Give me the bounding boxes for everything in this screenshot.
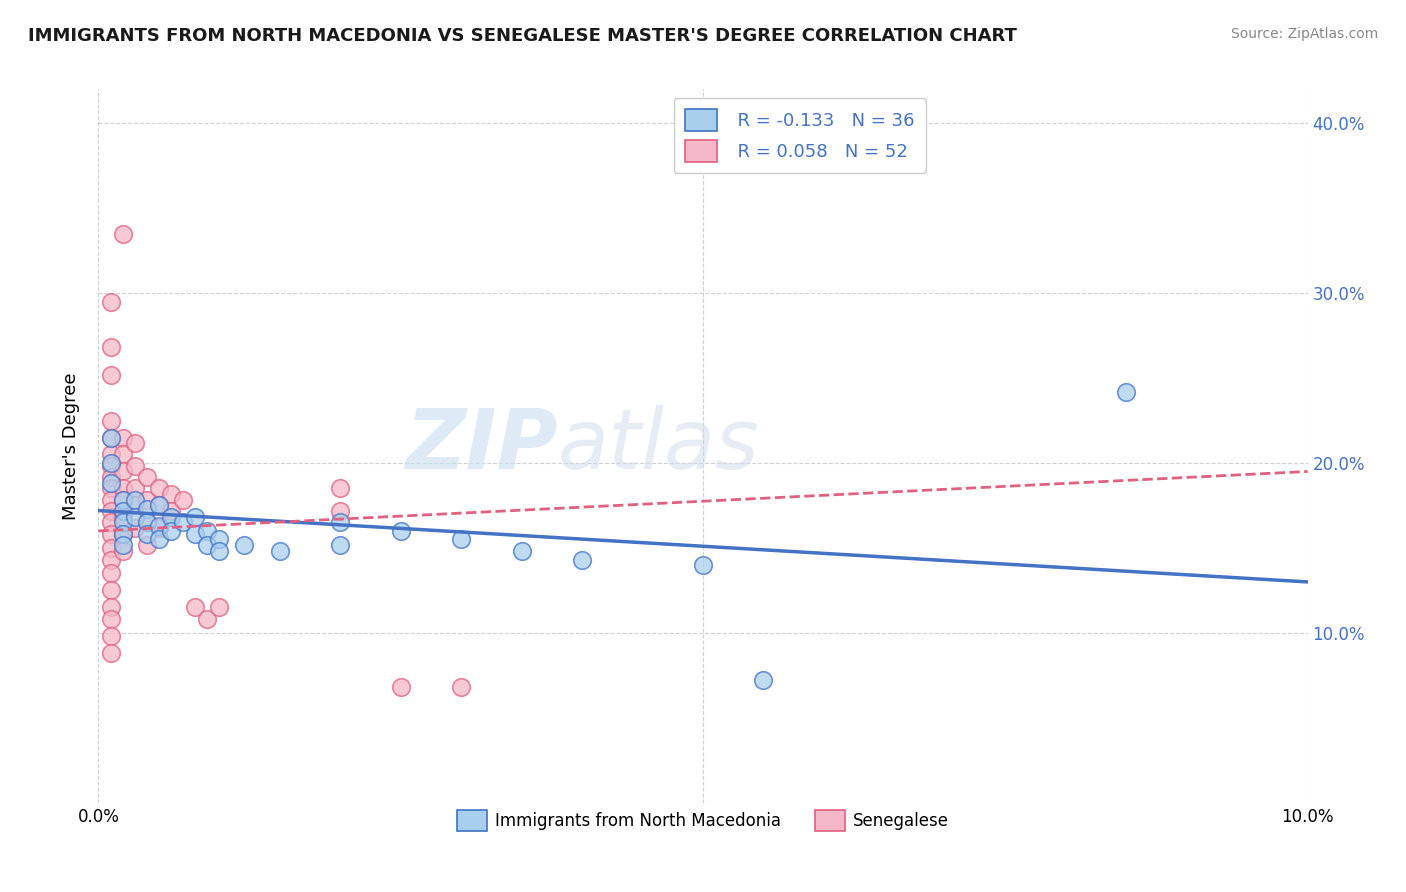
Point <box>111 482 134 496</box>
Point <box>329 482 352 496</box>
Point <box>100 541 122 555</box>
Point <box>450 533 472 547</box>
Text: IMMIGRANTS FROM NORTH MACEDONIA VS SENEGALESE MASTER'S DEGREE CORRELATION CHART: IMMIGRANTS FROM NORTH MACEDONIA VS SENEG… <box>28 27 1017 45</box>
Point <box>389 680 412 694</box>
Point <box>111 430 134 444</box>
Point <box>135 537 157 551</box>
Point <box>100 368 122 382</box>
Point <box>100 294 122 309</box>
Point <box>135 501 157 516</box>
Point <box>100 448 122 462</box>
Point <box>135 527 157 541</box>
Point <box>450 680 472 694</box>
Point <box>184 510 207 524</box>
Point <box>208 600 231 615</box>
Point <box>124 482 146 496</box>
Point <box>111 537 134 551</box>
Point <box>571 553 593 567</box>
Point <box>124 520 146 534</box>
Point <box>195 612 218 626</box>
Point <box>111 527 134 541</box>
Text: atlas: atlas <box>558 406 759 486</box>
Point <box>100 600 122 615</box>
Point <box>1115 384 1137 399</box>
Point <box>148 520 170 534</box>
Point <box>172 516 194 530</box>
Point <box>124 499 146 513</box>
Point <box>111 510 134 524</box>
Point <box>172 493 194 508</box>
Point <box>148 533 170 547</box>
Point <box>100 430 122 444</box>
Point <box>100 482 122 496</box>
Point <box>135 493 157 508</box>
Point <box>160 486 183 500</box>
Point <box>111 448 134 462</box>
Point <box>111 493 134 508</box>
Point <box>389 524 412 538</box>
Point <box>184 600 207 615</box>
Point <box>208 544 231 558</box>
Point <box>111 465 134 479</box>
Text: Source: ZipAtlas.com: Source: ZipAtlas.com <box>1230 27 1378 41</box>
Text: ZIP: ZIP <box>405 406 558 486</box>
Point <box>692 558 714 572</box>
Point <box>124 435 146 450</box>
Point <box>752 673 775 688</box>
Point <box>195 537 218 551</box>
Point <box>148 482 170 496</box>
Point <box>100 413 122 427</box>
Point <box>100 341 122 355</box>
Point <box>124 493 146 508</box>
Point <box>135 469 157 483</box>
Point <box>100 566 122 581</box>
Point <box>111 516 134 530</box>
Point <box>100 476 122 491</box>
Point <box>100 612 122 626</box>
Point <box>329 516 352 530</box>
Point <box>100 646 122 660</box>
Point <box>100 503 122 517</box>
Point <box>111 493 134 508</box>
Point <box>160 503 183 517</box>
Point <box>111 227 134 241</box>
Point <box>100 459 122 474</box>
Point <box>100 553 122 567</box>
Point <box>195 524 218 538</box>
Point <box>100 430 122 444</box>
Point <box>100 516 122 530</box>
Point <box>184 527 207 541</box>
Point <box>124 510 146 524</box>
Point <box>329 537 352 551</box>
Point <box>100 527 122 541</box>
Point <box>100 583 122 598</box>
Point <box>100 469 122 483</box>
Point <box>135 516 157 530</box>
Point <box>100 456 122 470</box>
Point <box>160 524 183 538</box>
Point <box>100 629 122 643</box>
Point <box>124 459 146 474</box>
Legend: Immigrants from North Macedonia, Senegalese: Immigrants from North Macedonia, Senegal… <box>450 804 956 838</box>
Y-axis label: Master's Degree: Master's Degree <box>62 372 80 520</box>
Point <box>208 533 231 547</box>
Point <box>148 519 170 533</box>
Point <box>111 544 134 558</box>
Point <box>510 544 533 558</box>
Point <box>111 503 134 517</box>
Point <box>148 499 170 513</box>
Point <box>160 510 183 524</box>
Point <box>269 544 291 558</box>
Point <box>232 537 254 551</box>
Point <box>148 499 170 513</box>
Point <box>111 527 134 541</box>
Point <box>100 493 122 508</box>
Point <box>135 516 157 530</box>
Point <box>329 503 352 517</box>
